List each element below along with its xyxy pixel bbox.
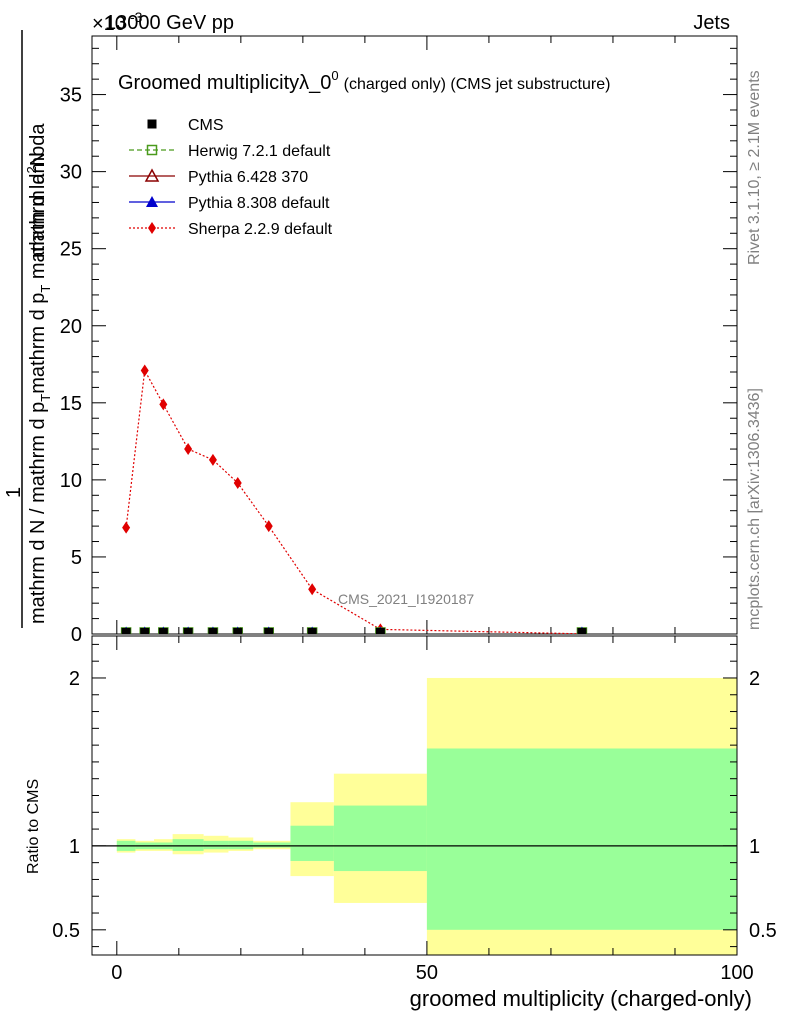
ratio-y-tick-label: 2 (69, 668, 80, 690)
y-label-numerator-2: mathrm d N / mathrm d pTmathrm d pT math… (27, 123, 53, 624)
ratio-y-tick-label-right: 0.5 (749, 920, 777, 942)
x-tick-label: 50 (416, 962, 438, 984)
ratio-y-tick-label-right: 1 (749, 836, 760, 858)
header-jets: Jets (693, 12, 730, 34)
sherpa-point (140, 364, 149, 377)
exponent-power: -3 (130, 9, 143, 25)
sherpa-line (125, 368, 582, 634)
main-plot-series (120, 364, 588, 634)
legend-label: Pythia 6.428 370 (188, 169, 308, 186)
cms-point (233, 627, 243, 634)
ratio-plot: 0.5 0.5 1 1 2 2 0 50 100 Ratio to CMS groomed mu… (25, 635, 777, 1011)
header-energy: 13000 GeV pp (105, 12, 234, 34)
cms-point (121, 627, 131, 634)
analysis-watermark: CMS_2021_I1920187 (338, 591, 474, 607)
cms-point (183, 627, 193, 634)
y-tick-label: 0 (71, 624, 82, 646)
sherpa-point (122, 521, 131, 534)
cms-point (158, 627, 168, 634)
x-tick-label: 100 (720, 962, 753, 984)
legend-label: Pythia 8.308 default (188, 195, 330, 212)
main-plot-ticks (92, 36, 738, 635)
sherpa-point (308, 583, 317, 596)
exponent-label: ×10 (92, 13, 126, 35)
ratio-inner-band (172, 839, 204, 851)
legend-label: Sherpa 2.2.9 default (188, 221, 333, 238)
cms-point (264, 627, 274, 634)
ratio-inner-band (333, 805, 427, 872)
ratio-bands (116, 677, 737, 955)
plot-title-suffix: (charged only) (CMS jet substructure) (344, 76, 611, 93)
y-tick-label: 30 (60, 162, 82, 184)
legend-marker (146, 144, 158, 156)
ratio-inner-band (426, 748, 737, 930)
legend: CMS Herwig 7.2.1 default Pythia 6.428 370 P… (129, 117, 333, 238)
main-plot-y-tick-labels: 0 5 10 15 20 25 30 35 (60, 85, 82, 646)
main-plot-y-axis-label: 1 mathrm d2N mathrm d N / mathrm d pTmat… (3, 30, 53, 628)
legend-item: Sherpa 2.2.9 default (129, 221, 333, 238)
cms-point (307, 627, 317, 634)
sherpa-point (159, 398, 168, 411)
y-label-prefix: 1 (3, 487, 25, 498)
y-tick-label: 15 (60, 393, 82, 415)
legend-item: Herwig 7.2.1 default (129, 143, 331, 160)
plot-title: Groomed multiplicityλ_00 (charged only) (… (118, 68, 610, 94)
cms-point (208, 627, 218, 634)
y-label-numerator: mathrm d2N (24, 152, 49, 258)
x-tick-label: 0 (111, 962, 122, 984)
cms-point (375, 627, 385, 634)
plot-title-sup: 0 (331, 68, 338, 83)
plot-title-main: Groomed multiplicityλ_0 (118, 72, 331, 94)
ratio-inner-band (203, 840, 229, 850)
ratio-inner-band (253, 842, 291, 848)
ratio-inner-band (290, 825, 334, 861)
sherpa-point (184, 443, 193, 456)
legend-marker (147, 119, 157, 129)
main-plot-frame (91, 35, 738, 635)
ratio-y-label: Ratio to CMS (25, 779, 42, 874)
sherpa-point (264, 520, 273, 533)
ratio-plot-ticks (92, 636, 738, 955)
ratio-inner-band (228, 840, 254, 850)
ratio-y-tick-label: 1 (69, 836, 80, 858)
rivet-label: Rivet 3.1.10, ≥ 2.1M events (746, 70, 763, 265)
legend-item: Pythia 8.308 default (129, 195, 330, 212)
y-tick-label: 5 (71, 547, 82, 569)
cms-point (140, 627, 150, 634)
y-tick-label: 25 (60, 239, 82, 261)
legend-item: CMS (147, 117, 224, 134)
ratio-y-tick-label: 0.5 (52, 920, 80, 942)
y-tick-label: 10 (60, 470, 82, 492)
mcplots-label: mcplots.cern.ch [arXiv:1306.3436] (746, 388, 763, 630)
sherpa-point (208, 453, 217, 466)
cms-point (577, 627, 587, 634)
legend-label: Herwig 7.2.1 default (188, 143, 331, 160)
x-axis-label: groomed multiplicity (charged-only) (410, 986, 752, 1011)
ratio-y-tick-label-right: 2 (749, 668, 760, 690)
y-tick-label: 35 (60, 85, 82, 107)
legend-marker (144, 168, 160, 182)
sherpa-point (233, 476, 242, 489)
legend-marker (148, 222, 156, 234)
y-tick-label: 20 (60, 316, 82, 338)
ratio-plot-tick-labels: 0.5 0.5 1 1 2 2 0 50 100 (52, 668, 777, 984)
legend-item: Pythia 6.428 370 (129, 168, 308, 186)
legend-label: CMS (188, 117, 224, 134)
legend-marker (146, 196, 158, 207)
